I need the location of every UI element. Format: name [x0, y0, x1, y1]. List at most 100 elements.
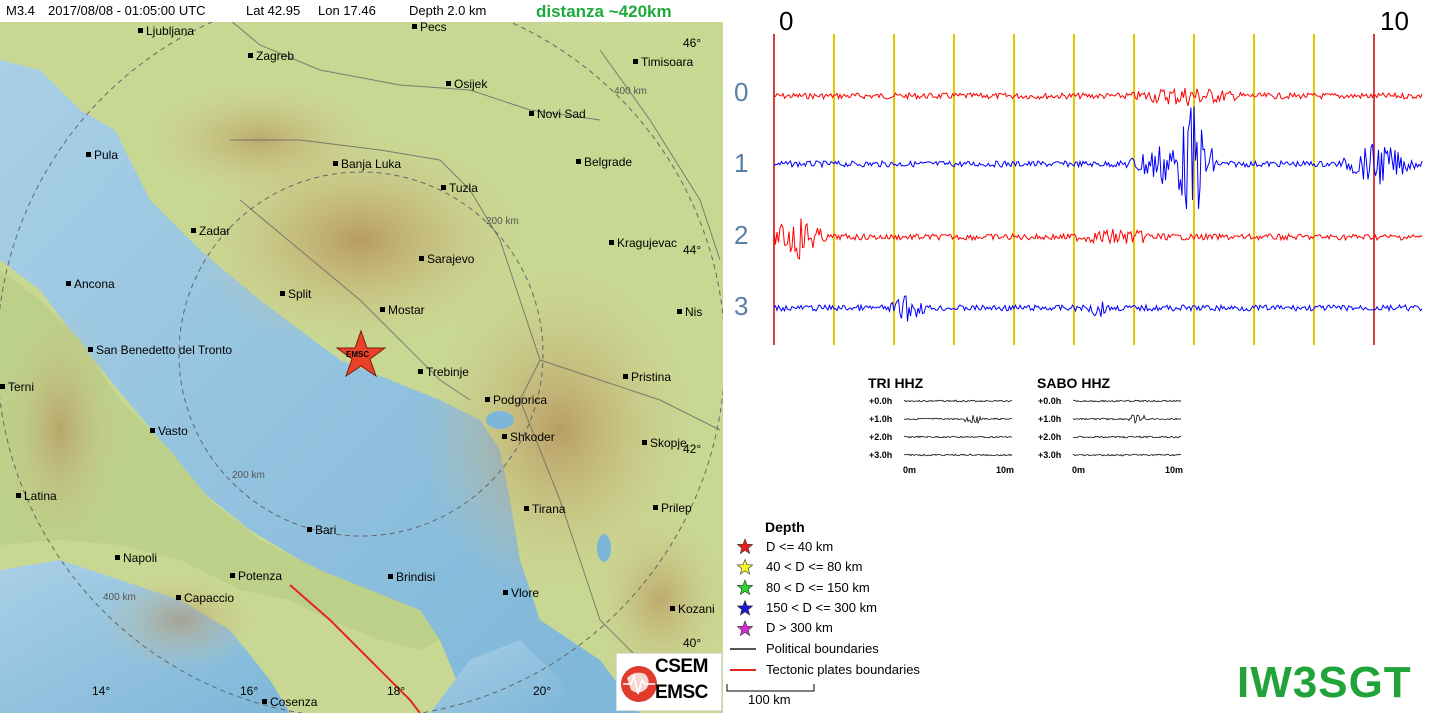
city-label: Trebinje: [418, 366, 469, 378]
city-label: Terni: [0, 381, 34, 393]
city-label: Vlore: [503, 587, 539, 599]
station-axis-label: 10m: [1165, 465, 1184, 475]
city-label: Bari: [307, 524, 336, 536]
station-row-label: +2.0h: [869, 432, 893, 442]
legend-item: 150 < D <= 300 km: [766, 600, 877, 615]
lat-label: 40°: [683, 636, 702, 650]
station-trace: [1073, 435, 1182, 439]
legend-item: Political boundaries: [766, 641, 879, 656]
station-row-label: +3.0h: [869, 450, 893, 460]
lon-label: 14°: [92, 684, 111, 698]
city-label: Ancona: [66, 278, 115, 290]
legend-title: Depth: [765, 519, 805, 535]
lat-label: 42°: [683, 442, 702, 456]
event-datetime: 2017/08/08 - 01:05:00 UTC: [48, 3, 206, 18]
city-label: Split: [280, 288, 311, 300]
city-label: Podgorica: [485, 394, 547, 406]
city-label: Timisoara: [633, 56, 693, 68]
lon-label: 16°: [240, 684, 259, 698]
depth-star-icon: [736, 599, 754, 616]
map-background: [0, 0, 723, 713]
distance-ring-label: 400 km: [614, 86, 647, 97]
seismogram-trace: [773, 106, 1423, 210]
csem-emsc-logo: CSEM EMSC: [616, 653, 722, 711]
event-header: M3.4 2017/08/08 - 01:05:00 UTC Lat 42.95…: [0, 0, 723, 22]
depth-star-icon: [736, 558, 754, 575]
city-label: Prilep: [653, 502, 692, 514]
station-row-label: +1.0h: [1038, 414, 1062, 424]
event-latitude: Lat 42.95: [246, 3, 301, 18]
political-boundary-swatch: [730, 648, 756, 650]
scale-bar: [726, 684, 815, 692]
city-label: Banja Luka: [333, 158, 401, 170]
legend-item: 80 < D <= 150 km: [766, 580, 870, 595]
city-label: Cosenza: [262, 696, 317, 708]
station-row-label: +0.0h: [1038, 396, 1062, 406]
station-trace: [1073, 399, 1182, 403]
station-axis-label: 10m: [996, 465, 1015, 475]
time-end-label: 10: [1380, 6, 1409, 36]
seismogram-trace: [773, 295, 1423, 322]
lat-label: 44°: [683, 243, 702, 257]
earthquake-map: EMSC Ljubljana Pecs Zagreb Timisoara Osi…: [0, 0, 723, 713]
lon-label: 18°: [387, 684, 406, 698]
tectonic-boundary-swatch: [730, 669, 756, 671]
seismogram-trace: [773, 218, 1423, 260]
station-trace: [1073, 453, 1182, 457]
city-label: Nis: [677, 306, 702, 318]
track-label: 0: [734, 77, 749, 107]
globe-icon: [621, 666, 657, 702]
city-label: Vasto: [150, 425, 188, 437]
track-label: 3: [734, 291, 749, 321]
city-label: Tirana: [524, 503, 566, 515]
station-axis-label: 0m: [903, 465, 917, 475]
city-label: Tuzla: [441, 182, 478, 194]
lon-label: 20°: [533, 684, 552, 698]
distance-ring-label: 200 km: [232, 470, 265, 481]
logo-csem: CSEM: [655, 656, 708, 677]
station-thumbnail: [1073, 399, 1182, 457]
station-trace: [904, 399, 1013, 403]
city-label: Skopje: [642, 437, 687, 449]
city-label: Capaccio: [176, 592, 234, 604]
city-label: Brindisi: [388, 571, 435, 583]
station-trace: [904, 415, 1013, 425]
station-title: SABO HHZ: [1037, 375, 1111, 391]
track-label: 2: [734, 220, 749, 250]
station-trace: [904, 435, 1013, 439]
station-thumbnail: [904, 399, 1013, 457]
distance-label: distanza ~420km: [536, 2, 672, 21]
city-label: Sarajevo: [419, 253, 474, 265]
distance-ring-label: 400 km: [103, 592, 136, 603]
legend-item: D <= 40 km: [766, 539, 834, 554]
seismogram-plot: [773, 34, 1423, 345]
city-label: Osijek: [446, 78, 487, 90]
depth-star-icon: [736, 579, 754, 596]
city-label: Ljubljana: [138, 25, 194, 37]
station-row-label: +3.0h: [1038, 450, 1062, 460]
depth-star-icon: [736, 538, 754, 555]
city-label: Zadar: [191, 225, 230, 237]
city-label: Latina: [16, 490, 57, 502]
epicenter-label: EMSC: [346, 350, 370, 359]
city-label: Pula: [86, 149, 118, 161]
scale-label: 100 km: [748, 692, 791, 707]
station-trace: [1073, 414, 1182, 424]
ionian-sea: [430, 640, 570, 713]
time-start-label: 0: [779, 6, 794, 36]
tectonic-boundary: [289, 584, 421, 713]
event-magnitude: M3.4: [6, 3, 35, 18]
city-label: Pristina: [623, 371, 671, 383]
seismogram-trace: [773, 87, 1423, 107]
legend-item: D > 300 km: [766, 620, 833, 635]
lat-label: 46°: [683, 36, 702, 50]
city-label: Potenza: [230, 570, 282, 582]
city-label: Pecs: [412, 21, 447, 33]
legend-star-icons: [736, 538, 754, 637]
city-label: Shkoder: [502, 431, 555, 443]
epicenter-star: [335, 329, 387, 378]
event-depth: Depth 2.0 km: [409, 3, 487, 18]
station-trace: [904, 453, 1013, 457]
city-label: Zagreb: [248, 50, 294, 62]
city-label: Napoli: [115, 552, 157, 564]
